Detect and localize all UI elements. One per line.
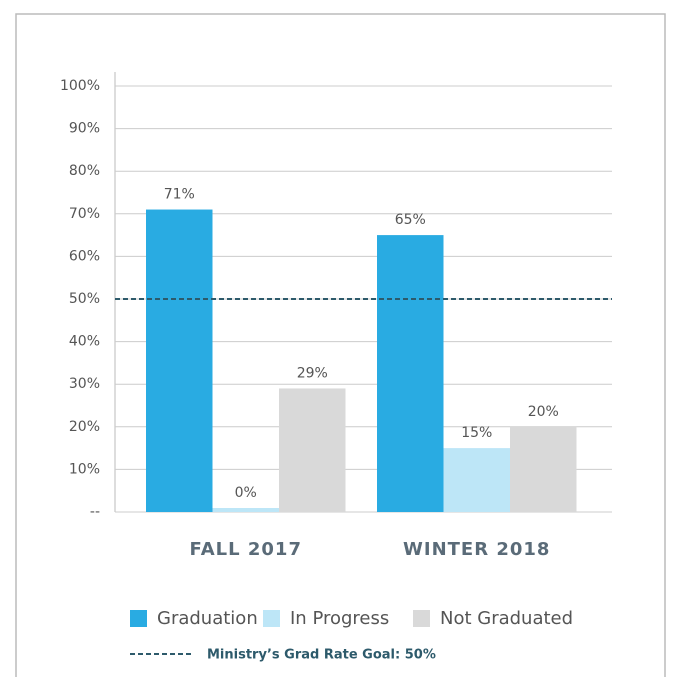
legend-label: Not Graduated [440, 608, 573, 629]
y-tick-label: 30% [69, 376, 100, 392]
frame [15, 13, 666, 677]
bar [443, 448, 510, 512]
x-tick-label: FALL 2017 [190, 539, 302, 560]
y-tick-label: 20% [69, 419, 100, 435]
bar [377, 235, 444, 512]
value-label: 15% [461, 425, 492, 441]
legend-ref-label: Ministry’s Grad Rate Goal: 50% [207, 648, 436, 663]
bar [212, 508, 279, 512]
y-tick-label: 70% [69, 206, 100, 222]
value-label: 0% [235, 485, 257, 501]
x-tick-label: WINTER 2018 [403, 539, 550, 560]
value-label: 71% [164, 187, 195, 203]
y-tick-label: -- [90, 504, 100, 520]
legend-label: Graduation [157, 608, 258, 629]
value-label: 65% [395, 212, 426, 228]
value-label: 29% [297, 365, 328, 381]
y-tick-label: 40% [69, 334, 100, 350]
legend-swatch [413, 610, 430, 627]
bar [146, 209, 213, 513]
legend-swatch [130, 610, 147, 627]
value-label: 20% [528, 404, 559, 420]
legend-label: In Progress [290, 608, 389, 629]
legend-swatch [263, 610, 280, 627]
y-tick-label: 50% [69, 291, 100, 307]
bar [510, 426, 577, 512]
bar [279, 388, 346, 512]
y-tick-label: 100% [60, 78, 100, 94]
y-tick-label: 60% [69, 248, 100, 264]
y-tick-label: 80% [69, 163, 100, 179]
y-tick-label: 10% [69, 461, 100, 477]
y-tick-label: 90% [69, 121, 100, 137]
